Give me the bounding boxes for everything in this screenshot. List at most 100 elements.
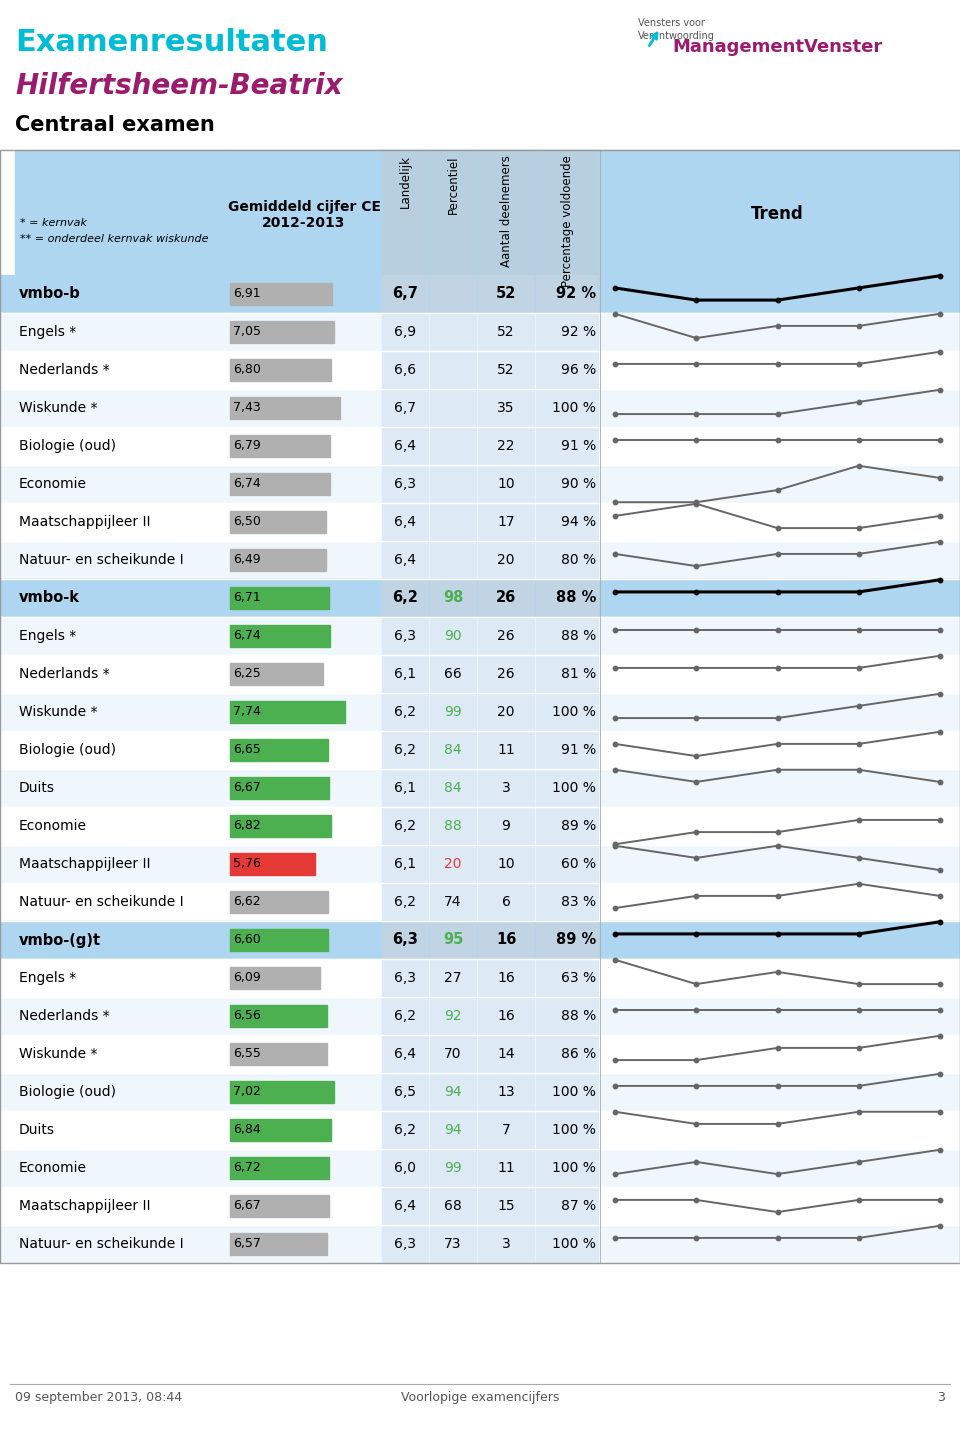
Bar <box>478 390 534 427</box>
Bar <box>430 921 476 959</box>
Text: 14: 14 <box>497 1047 515 1061</box>
Text: 7,74: 7,74 <box>233 706 261 719</box>
Bar <box>382 351 428 390</box>
Text: 6,2: 6,2 <box>394 743 416 758</box>
Bar <box>430 845 476 884</box>
Text: Natuur- en scheikunde I: Natuur- en scheikunde I <box>19 895 183 909</box>
Bar <box>430 997 476 1035</box>
Text: Trend: Trend <box>751 205 804 223</box>
Text: 99: 99 <box>444 705 462 719</box>
Text: 6,2: 6,2 <box>394 705 416 719</box>
Bar <box>536 1187 598 1224</box>
Text: 6,6: 6,6 <box>394 362 416 377</box>
Text: 6,56: 6,56 <box>233 1010 261 1022</box>
Bar <box>0 769 960 808</box>
Text: vmbo-(g)t: vmbo-(g)t <box>19 932 101 948</box>
Bar <box>230 435 330 457</box>
Text: 6,3: 6,3 <box>392 932 418 948</box>
Bar <box>430 1111 476 1148</box>
Bar <box>536 959 598 997</box>
Text: 6,4: 6,4 <box>394 1199 416 1213</box>
Bar <box>478 808 534 845</box>
Text: * = kernvak: * = kernvak <box>20 218 87 228</box>
Bar <box>536 1224 598 1263</box>
Text: 6,57: 6,57 <box>233 1237 261 1250</box>
Bar <box>382 150 428 275</box>
Bar <box>536 427 598 465</box>
Text: 100 %: 100 % <box>552 1237 596 1252</box>
Bar <box>478 1073 534 1111</box>
Text: 73: 73 <box>444 1237 462 1252</box>
Text: Economie: Economie <box>19 819 87 833</box>
Text: 80 %: 80 % <box>561 553 596 567</box>
Text: 6,2: 6,2 <box>394 1010 416 1022</box>
Text: 20: 20 <box>497 705 515 719</box>
Bar <box>0 465 960 503</box>
Bar <box>382 845 428 884</box>
Text: 6: 6 <box>501 895 511 909</box>
Bar <box>230 1118 331 1141</box>
Bar <box>478 1224 534 1263</box>
Bar <box>430 808 476 845</box>
Text: 88 %: 88 % <box>561 1010 596 1022</box>
Bar <box>0 1187 960 1224</box>
Bar <box>230 663 323 684</box>
Text: Natuur- en scheikunde I: Natuur- en scheikunde I <box>19 1237 183 1252</box>
Text: 6,84: 6,84 <box>233 1124 261 1137</box>
Bar <box>478 1111 534 1148</box>
Text: 11: 11 <box>497 743 515 758</box>
Text: 6,7: 6,7 <box>394 401 416 415</box>
Text: 6,65: 6,65 <box>233 743 261 756</box>
Text: 6,9: 6,9 <box>394 325 416 339</box>
Text: 6,55: 6,55 <box>233 1047 261 1061</box>
Text: 20: 20 <box>444 856 462 871</box>
Text: Percentiel: Percentiel <box>446 155 460 213</box>
Text: 6,62: 6,62 <box>233 895 260 908</box>
Text: 96 %: 96 % <box>561 362 596 377</box>
Text: 6,91: 6,91 <box>233 288 260 301</box>
Bar <box>478 503 534 541</box>
Text: 6,67: 6,67 <box>233 782 261 795</box>
Bar <box>382 959 428 997</box>
Bar <box>230 739 328 760</box>
Bar <box>478 617 534 654</box>
Bar <box>430 275 476 314</box>
Text: 6,0: 6,0 <box>394 1161 416 1176</box>
Bar <box>536 150 598 275</box>
Bar <box>230 702 345 723</box>
Bar <box>382 1111 428 1148</box>
Bar <box>382 808 428 845</box>
Text: Maatschappijleer II: Maatschappijleer II <box>19 516 151 528</box>
Bar <box>230 284 332 305</box>
Bar <box>430 541 476 579</box>
Bar <box>478 427 534 465</box>
Bar <box>382 1148 428 1187</box>
Text: 27: 27 <box>444 971 462 985</box>
Bar <box>0 579 960 617</box>
Bar <box>230 778 328 799</box>
Text: 6,2: 6,2 <box>394 1123 416 1137</box>
Text: 13: 13 <box>497 1085 515 1098</box>
Bar <box>478 351 534 390</box>
Bar <box>478 654 534 693</box>
Text: Wiskunde *: Wiskunde * <box>19 401 98 415</box>
Bar <box>382 390 428 427</box>
Bar <box>230 929 327 951</box>
Bar <box>536 465 598 503</box>
Text: 6,7: 6,7 <box>392 286 418 302</box>
Bar <box>536 921 598 959</box>
Text: 94: 94 <box>444 1085 462 1098</box>
Text: Landelijk: Landelijk <box>398 155 412 208</box>
Bar <box>430 769 476 808</box>
Text: Biologie (oud): Biologie (oud) <box>19 440 116 453</box>
Bar <box>382 314 428 351</box>
Text: Economie: Economie <box>19 477 87 491</box>
Text: 6,4: 6,4 <box>394 553 416 567</box>
Bar <box>0 921 960 959</box>
Text: 22: 22 <box>497 440 515 453</box>
Bar <box>478 275 534 314</box>
Bar <box>478 997 534 1035</box>
Bar <box>0 150 960 1263</box>
Bar <box>430 1073 476 1111</box>
Text: 5,76: 5,76 <box>233 858 261 871</box>
